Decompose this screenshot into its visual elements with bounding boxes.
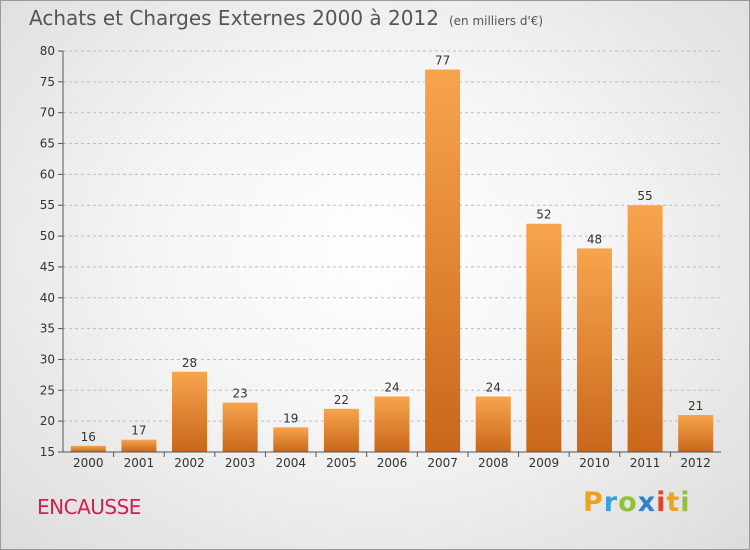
data-label-2000: 16 — [81, 430, 96, 444]
y-tick-label: 65 — [40, 137, 55, 151]
bar-2009 — [526, 223, 562, 452]
data-label-2012: 21 — [688, 399, 703, 413]
bar-2001 — [121, 439, 157, 452]
x-tick-label-2002: 2002 — [174, 456, 205, 470]
bar-2004 — [273, 427, 309, 452]
commune-name: ENCAUSSE — [37, 495, 141, 519]
bar-2011 — [627, 205, 663, 452]
bar-2006 — [374, 396, 410, 452]
x-tick-label-2001: 2001 — [124, 456, 155, 470]
data-label-2006: 24 — [384, 380, 399, 394]
proxiti-logo: Proxiti — [583, 487, 691, 518]
y-tick-label: 45 — [40, 260, 55, 274]
y-tick-label: 75 — [40, 75, 55, 89]
data-label-2008: 24 — [486, 380, 501, 394]
y-tick-label: 60 — [40, 167, 55, 181]
x-tick-label-2011: 2011 — [630, 456, 661, 470]
chart-title: Achats et Charges Externes 2000 à 2012 (e… — [29, 6, 543, 30]
data-label-2009: 52 — [536, 208, 551, 222]
bar-2003 — [222, 402, 258, 452]
y-tick-label: 40 — [40, 291, 55, 305]
y-tick-label: 55 — [40, 198, 55, 212]
bar-2007 — [425, 69, 461, 452]
bar-2010 — [576, 248, 612, 452]
bar-2000 — [70, 445, 106, 452]
x-tick-label-2012: 2012 — [680, 456, 711, 470]
y-tick-label: 70 — [40, 106, 55, 120]
x-tick-label-2005: 2005 — [326, 456, 357, 470]
chart-title-main: Achats et Charges Externes 2000 à 2012 — [29, 6, 439, 30]
y-tick-label: 30 — [40, 352, 55, 366]
data-label-2011: 55 — [637, 189, 652, 203]
y-tick-label: 20 — [40, 414, 55, 428]
y-tick-label: 15 — [40, 445, 55, 459]
chart-subtitle: (en milliers d'€) — [448, 14, 544, 28]
data-label-2001: 17 — [131, 424, 146, 438]
x-tick-label-2004: 2004 — [275, 456, 306, 470]
x-tick-label-2010: 2010 — [579, 456, 610, 470]
x-tick-label-2008: 2008 — [478, 456, 509, 470]
data-label-2007: 77 — [435, 54, 450, 68]
y-tick-label: 80 — [40, 44, 55, 58]
y-tick-label: 25 — [40, 383, 55, 397]
data-label-2010: 48 — [587, 232, 602, 246]
x-tick-label-2000: 2000 — [73, 456, 104, 470]
bar-2005 — [323, 408, 359, 452]
x-tick-label-2003: 2003 — [225, 456, 256, 470]
data-label-2004: 19 — [283, 411, 298, 425]
y-tick-label: 35 — [40, 322, 55, 336]
bar-2002 — [172, 371, 208, 452]
x-tick-label-2009: 2009 — [529, 456, 560, 470]
x-tick-label-2006: 2006 — [377, 456, 408, 470]
y-tick-label: 50 — [40, 229, 55, 243]
bar-2012 — [678, 414, 714, 452]
data-label-2003: 23 — [233, 387, 248, 401]
data-label-2002: 28 — [182, 356, 197, 370]
data-label-2005: 22 — [334, 393, 349, 407]
bar-2008 — [475, 396, 511, 452]
x-tick-label-2007: 2007 — [427, 456, 458, 470]
